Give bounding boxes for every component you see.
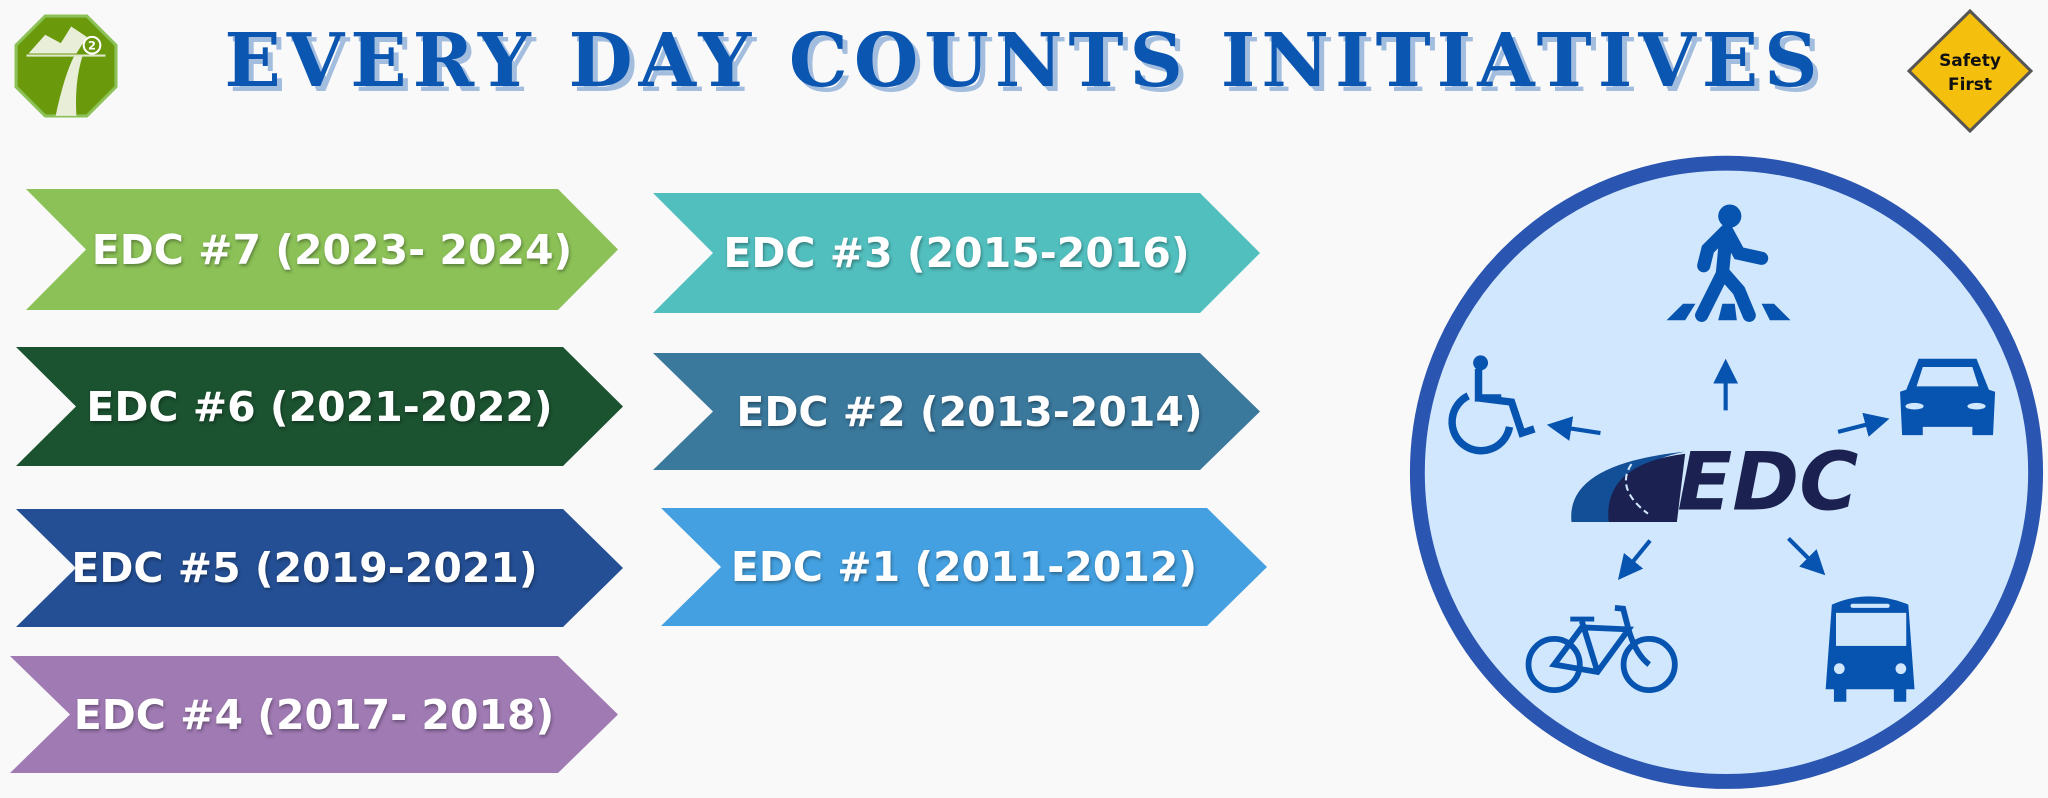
chevron-shape	[653, 193, 1260, 313]
initiative-label: EDC #3 (2015-2016)	[723, 229, 1190, 277]
page-title: EVERY DAY COUNTS INITIATIVES	[224, 18, 1824, 104]
initiative-label: EDC #4 (2017- 2018)	[73, 690, 555, 739]
initiative-label: EDC #1 (2011-2012)	[730, 543, 1198, 591]
car-icon	[1900, 358, 1996, 436]
bus-icon	[1825, 596, 1915, 702]
arrow-to-car	[1837, 412, 1890, 437]
road-sign-logo-icon: 2	[14, 14, 118, 118]
initiative-edc3: EDC #3 (2015-2016)	[653, 193, 1260, 313]
edc-logo-text: EDC	[1677, 436, 1858, 530]
initiative-edc6: EDC #6 (2021-2022)	[16, 347, 623, 466]
initiative-label: EDC #7 (2023- 2024)	[91, 225, 573, 274]
svg-text:First: First	[1948, 75, 1992, 95]
chevron-shape	[26, 189, 618, 310]
safety-first-sign: Safety First	[1906, 8, 2034, 134]
chevron-shape	[653, 353, 1260, 470]
bicycle-icon	[1525, 605, 1678, 694]
svg-text:Safety: Safety	[1939, 51, 2001, 71]
initiative-label: EDC #2 (2013-2014)	[736, 387, 1203, 436]
arrow-to-bus	[1787, 537, 1826, 576]
edc-modes-diagram: EDC	[1409, 155, 2044, 789]
svg-text:2: 2	[88, 38, 96, 52]
arrow-to-wheelchair	[1546, 416, 1601, 441]
arrows	[1546, 358, 1890, 581]
wheelchair-icon	[1448, 355, 1536, 455]
initiative-edc2: EDC #2 (2013-2014)	[653, 353, 1260, 470]
initiative-edc5: EDC #5 (2019-2021)	[16, 509, 623, 627]
initiative-edc1: EDC #1 (2011-2012)	[661, 508, 1267, 626]
chevron-shape	[16, 509, 623, 627]
chevron-shape	[10, 656, 618, 773]
initiative-label: EDC #6 (2021-2022)	[86, 382, 553, 431]
initiative-label: EDC #5 (2019-2021)	[71, 544, 538, 592]
chevron-shape	[16, 347, 623, 466]
pedestrian-icon	[1666, 204, 1791, 322]
edc-center-logo: EDC	[1571, 436, 1858, 530]
chevron-shape	[661, 508, 1267, 626]
initiative-edc4: EDC #4 (2017- 2018)	[10, 656, 618, 773]
initiative-edc7: EDC #7 (2023- 2024)	[26, 189, 618, 310]
arrow-to-bicycle	[1617, 539, 1652, 581]
